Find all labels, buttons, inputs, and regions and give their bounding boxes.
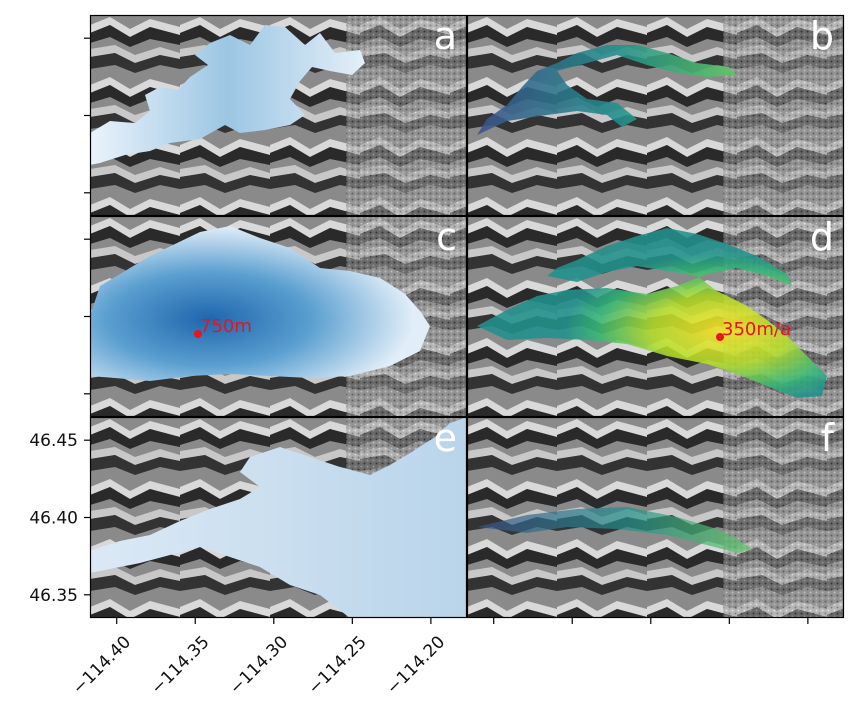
- x-tick-label: −114.25: [304, 632, 370, 698]
- hillshade-texture: [723, 417, 844, 618]
- panel-a: a: [89, 14, 468, 217]
- panel-frame: [89, 14, 468, 217]
- panel-f: f: [466, 416, 845, 619]
- x-tick-label: −114.35: [147, 632, 213, 698]
- panel-frame: [89, 416, 468, 619]
- ice-thickness-field: [90, 417, 467, 618]
- ice-velocity-field: [477, 228, 827, 398]
- panel-letter: a: [434, 14, 457, 58]
- hillshade-texture: [723, 15, 844, 216]
- hillshade-texture: [346, 15, 467, 216]
- x-tick-label: −114.20: [383, 632, 449, 698]
- x-tick-label: −114.40: [69, 632, 135, 698]
- panel-frame: [89, 215, 468, 418]
- y-tick-label: 46.45: [29, 431, 78, 451]
- annotation-point: [716, 333, 724, 341]
- panel-c: 750m c: [89, 215, 468, 418]
- panel-e: e: [89, 416, 468, 619]
- annotation-label: 750m: [200, 316, 252, 337]
- x-tick-label: −114.30: [226, 632, 292, 698]
- panel-d: 350m/a d: [466, 215, 845, 418]
- panel-b: b: [466, 14, 845, 217]
- y-tick-label: 46.40: [29, 509, 78, 529]
- y-tick-label: 46.35: [29, 586, 78, 606]
- panel-frame: [466, 416, 845, 619]
- panel-letter: f: [821, 416, 836, 460]
- ice-velocity-field: [477, 45, 737, 135]
- panel-frame: [466, 14, 845, 217]
- ice-thickness-field: [90, 226, 430, 381]
- ice-velocity-field: [477, 507, 752, 553]
- panel-letter: b: [810, 14, 834, 58]
- panel-letter: d: [810, 215, 834, 259]
- annotation-point: [194, 330, 202, 338]
- ice-thickness-field: [90, 25, 365, 165]
- panel-letter: c: [436, 215, 457, 259]
- annotation-label: 350m/a: [722, 319, 791, 340]
- panel-letter: e: [434, 416, 457, 460]
- panel-frame: [466, 215, 845, 418]
